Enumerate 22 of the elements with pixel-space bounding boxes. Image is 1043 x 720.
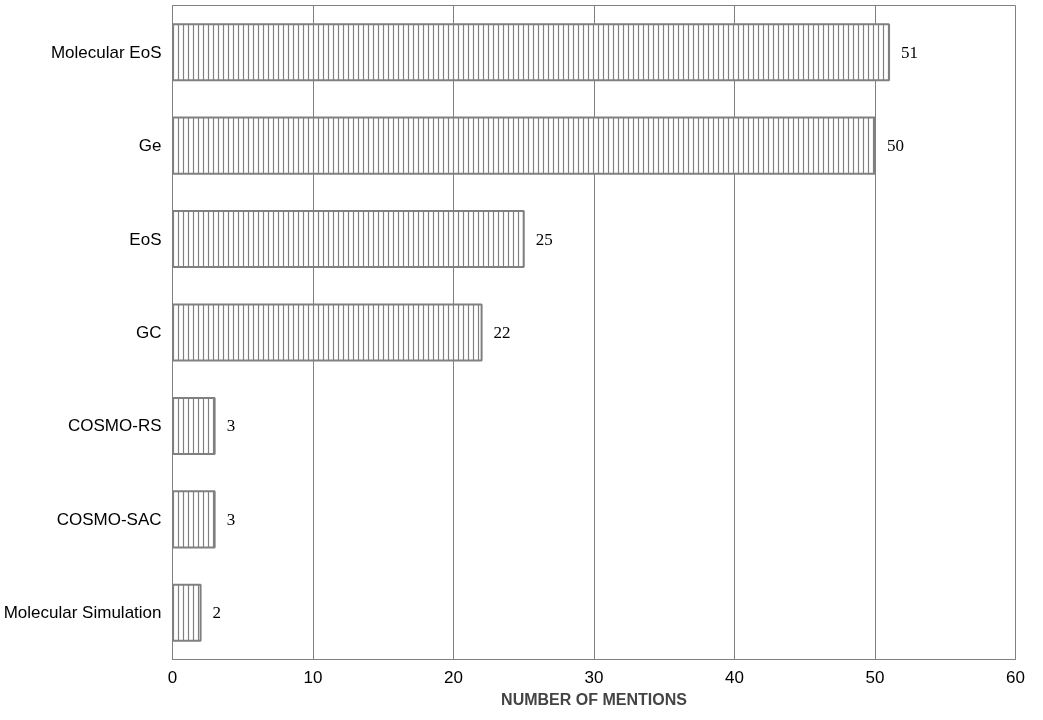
- y-tick-label: Molecular EoS: [50, 42, 162, 62]
- y-tick-label: EoS: [129, 229, 162, 249]
- data-label: 50: [887, 136, 904, 156]
- x-tick-label: 50: [865, 667, 885, 687]
- data-label: 2: [212, 603, 222, 623]
- data-label: 3: [226, 509, 236, 529]
- x-axis-title: NUMBER OF MENTIONS: [501, 690, 688, 708]
- y-tick-label: GC: [136, 323, 162, 342]
- x-tick-label: 10: [303, 667, 323, 687]
- y-tick-label: Molecular Simulation: [3, 603, 162, 623]
- data-label: 51: [901, 42, 919, 62]
- x-tick-label: 40: [725, 667, 744, 687]
- y-tick-label: Ge: [138, 136, 162, 156]
- x-tick-label: 30: [584, 667, 604, 687]
- x-tick-label: 0: [167, 667, 178, 687]
- data-label: 25: [535, 229, 553, 249]
- data-label: 3: [226, 416, 236, 436]
- data-label: 22: [493, 323, 511, 342]
- y-tick-label: COSMO-RS: [68, 416, 162, 436]
- y-tick-label: COSMO-SAC: [56, 509, 162, 529]
- x-tick-label: 60: [1006, 667, 1025, 687]
- x-tick-label: 20: [444, 667, 463, 687]
